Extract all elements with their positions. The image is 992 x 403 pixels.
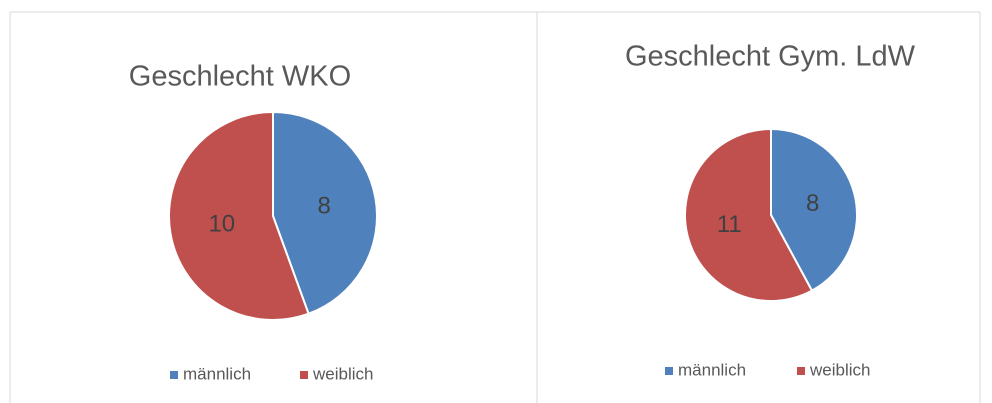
data-label: 11 — [717, 211, 742, 238]
data-label: 8 — [318, 192, 331, 219]
pie-slice — [272, 110, 378, 316]
pie-slice — [168, 110, 310, 321]
legend-label: männlich — [183, 364, 251, 383]
legend-swatch — [665, 367, 673, 375]
data-label: 8 — [806, 190, 819, 217]
pie-slice — [770, 127, 858, 292]
legend-swatch — [300, 371, 308, 379]
legend-label: weiblich — [312, 364, 373, 383]
data-label: 10 — [208, 210, 235, 237]
chart-title: Geschlecht Gym. LdW — [625, 41, 916, 73]
legend-swatch — [170, 371, 178, 379]
pie-slice — [684, 127, 814, 302]
chart-title: Geschlecht WKO — [129, 61, 351, 93]
legend-label: weiblich — [809, 360, 870, 379]
legend-label: männlich — [678, 360, 746, 379]
legend-swatch — [797, 367, 805, 375]
